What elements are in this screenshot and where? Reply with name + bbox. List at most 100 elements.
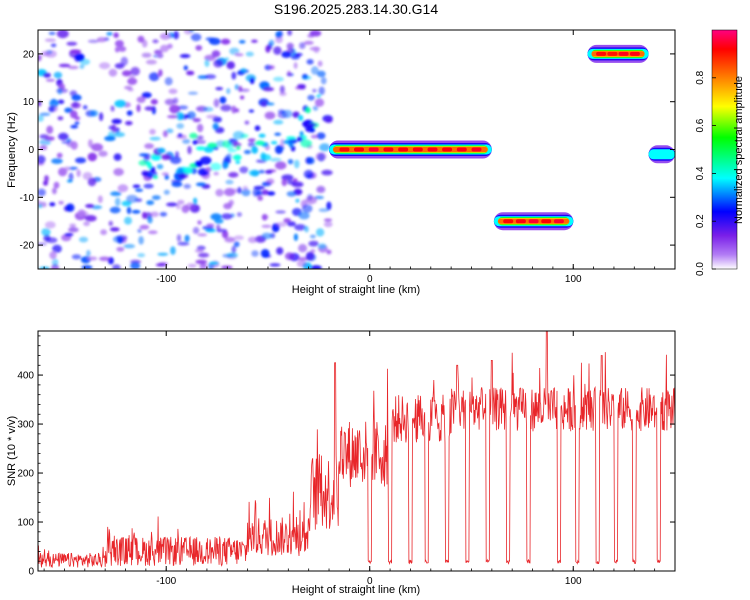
spectrogram-noise-blob	[294, 159, 300, 169]
spectrogram-noise-blob	[44, 221, 56, 229]
spectrogram-noise-peak	[236, 145, 241, 150]
spectrogram-noise-blob	[265, 169, 273, 174]
spectrogram-noise-blob	[212, 116, 222, 123]
spectrogram-noise-blob	[114, 40, 124, 48]
spectrogram-noise-blob	[208, 37, 221, 46]
snr-x-tick-label: 0	[367, 576, 373, 587]
spectrogram-x-label: Height of straight line (km)	[292, 284, 420, 296]
spectrogram-noise-blob	[241, 188, 251, 197]
spectrogram-noise-blob	[57, 116, 64, 121]
spectrogram-hotspot	[553, 219, 564, 224]
spectrogram-noise-blob	[124, 85, 133, 90]
spectrogram-noise-blob	[177, 133, 183, 138]
snr-panel: -100 0 100 0 100 200 300 400 Height of straigh…	[6, 330, 676, 596]
spectrogram-noise-blob	[113, 32, 119, 38]
spectrogram-noise-blob	[197, 233, 208, 237]
spectrogram-noise-blob	[97, 195, 103, 204]
spectrogram-noise-blob	[309, 234, 316, 239]
spectrogram-noise-blob	[195, 45, 203, 51]
snr-frame	[37, 330, 676, 572]
spectrogram-noise-blob	[151, 195, 161, 201]
spectrogram-noise-blob	[112, 264, 121, 269]
spectrogram-noise-blob	[139, 224, 150, 230]
spectrogram-noise-blob	[240, 68, 247, 73]
spectrogram-noise-blob	[299, 86, 306, 90]
spectrogram-noise-blob	[74, 53, 85, 62]
spectrogram-noise-blob	[228, 172, 239, 178]
spectrogram-noise-blob	[220, 38, 231, 45]
spectrogram-noise-blob	[277, 146, 285, 150]
spectrogram-hotspot	[339, 147, 350, 152]
spectrogram-noise-blob	[240, 88, 250, 92]
spectrogram-noise-peak	[132, 184, 141, 189]
snr-y-tick-label: 0	[28, 567, 34, 578]
spectrogram-noise-blob	[195, 182, 207, 187]
spectrogram-noise-blob	[204, 74, 217, 80]
spectrogram-noise-blob	[251, 250, 259, 257]
spectrogram-noise-blob	[52, 244, 62, 253]
spectrogram-noise-blob	[324, 117, 333, 123]
spectrogram-noise-blob	[260, 152, 267, 160]
spectrogram-noise-blob	[145, 59, 157, 65]
spectrogram-noise-peak	[274, 132, 282, 136]
spectrogram-noise-blob	[225, 143, 235, 150]
spectrogram-noise-blob	[186, 70, 195, 76]
spectrogram-noise-blob	[234, 108, 240, 113]
spectrogram-noise-blob	[296, 260, 307, 268]
spectrogram-noise-peak	[194, 160, 203, 167]
spectrogram-noise-blob	[188, 91, 198, 95]
spectrogram-noise-blob	[64, 166, 70, 171]
snr-y-tick-label: 400	[17, 371, 34, 382]
spectrogram-noise-blob	[219, 96, 227, 104]
colorbar-gradient	[711, 29, 738, 270]
spectrogram-noise-blob	[38, 204, 43, 209]
spectrogram-noise-blob	[50, 43, 57, 48]
spectrogram-noise-blob	[65, 203, 75, 212]
spectrogram-noise-blob	[113, 153, 122, 161]
spectrogram-noise-blob	[275, 31, 282, 39]
spectrogram-noise-blob	[305, 251, 315, 261]
spectrogram-noise-blob	[69, 49, 82, 54]
spectrogram-noise-blob	[291, 181, 304, 188]
spectrogram-noise-blob	[170, 246, 176, 255]
spectrogram-hotspot	[618, 51, 629, 56]
spectrogram-noise-blob	[68, 227, 79, 233]
spectrogram-noise-peak	[177, 167, 184, 175]
spectrogram-noise-blob	[315, 152, 327, 161]
spectrogram-noise-blob	[179, 54, 191, 58]
spectrogram-noise-peak	[258, 133, 266, 138]
spectrogram-noise-blob	[137, 253, 146, 258]
spectrogram-hotspot	[541, 219, 552, 224]
spectrogram-noise-blob	[239, 95, 245, 100]
spectrogram-noise-blob	[286, 42, 294, 50]
spectrogram-noise-blob	[187, 145, 192, 155]
spectrogram-noise-blob	[261, 224, 272, 228]
spectrogram-noise-blob	[231, 71, 237, 80]
spectrogram-noise-blob	[39, 139, 51, 146]
spectrogram-x-tick-label: 100	[565, 274, 582, 285]
spectrogram-noise-blob	[266, 178, 275, 185]
spectrogram-noise-blob	[192, 118, 201, 123]
spectrogram-noise-blob	[315, 228, 325, 237]
spectrogram-noise-blob	[87, 152, 98, 162]
spectrogram-noise-blob	[273, 46, 282, 55]
spectrogram-noise-blob	[316, 132, 326, 140]
spectrogram-noise-blob	[225, 179, 234, 185]
spectrogram-noise-blob	[293, 62, 298, 69]
spectrogram-noise-blob	[244, 120, 250, 125]
spectrogram-noise-blob	[234, 84, 239, 90]
spectrogram-noise-blob	[137, 35, 145, 43]
spectrogram-noise-blob	[267, 191, 276, 196]
spectrogram-noise-blob	[129, 75, 135, 79]
spectrogram-noise-blob	[74, 121, 80, 125]
spectrogram-noise-blob	[177, 199, 185, 205]
spectrogram-noise-blob	[284, 252, 295, 260]
spectrogram-noise-blob	[118, 46, 127, 52]
spectrogram-noise-blob	[323, 221, 333, 228]
spectrogram-noise-blob	[213, 98, 220, 108]
spectrogram-noise-blob	[166, 128, 174, 134]
spectrogram-noise-blob	[96, 37, 107, 43]
spectrogram-hotspot	[398, 147, 409, 152]
spectrogram-y-tick-label: -10	[20, 193, 35, 204]
